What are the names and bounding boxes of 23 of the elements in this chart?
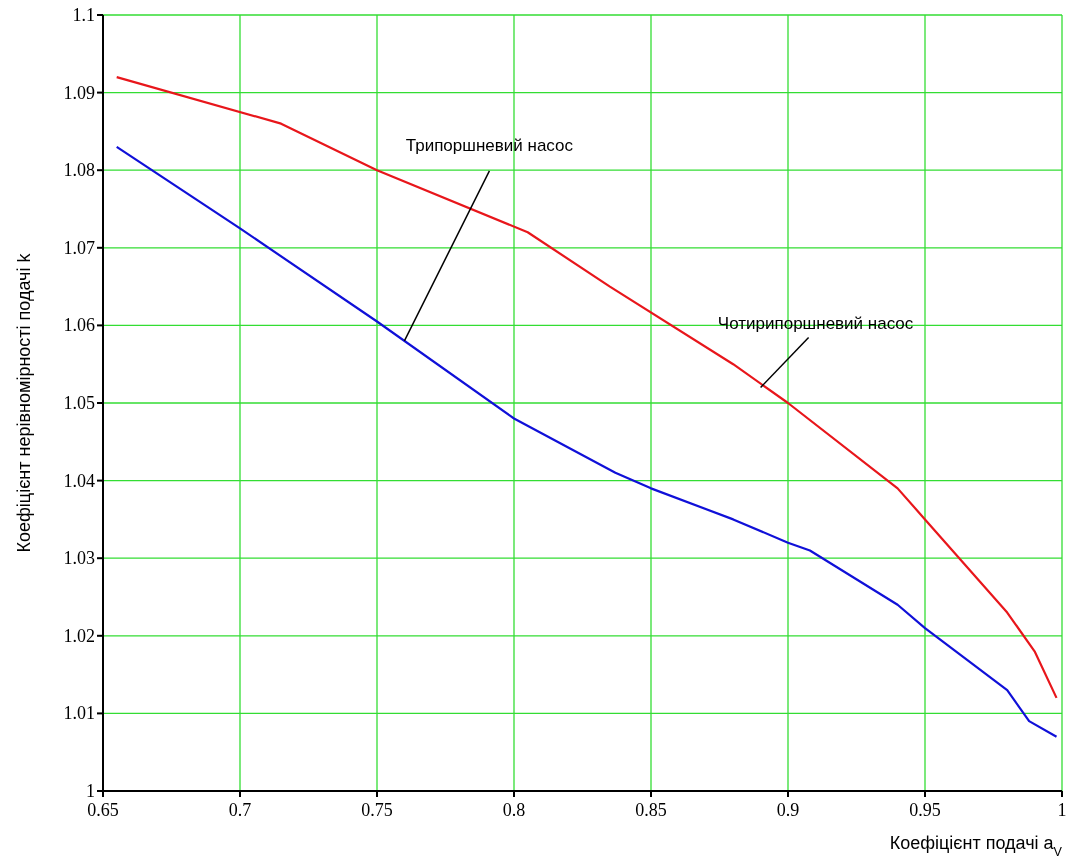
x-tick-label: 0.8	[502, 800, 526, 820]
y-tick-label: 1.08	[63, 160, 95, 181]
y-axis-title: Коефіцієнт нерівномірності подачі k	[14, 252, 34, 553]
y-tick-label: 1.09	[63, 82, 95, 103]
y-tick-label: 1.02	[63, 625, 95, 646]
y-tick-label: 1.01	[63, 703, 95, 724]
y-tick-label: 1.05	[63, 393, 95, 413]
x-axis-title: Коефіцієнт подачі a$_{V}$	[889, 833, 1063, 859]
y-tick-label: 1.04	[63, 470, 95, 491]
y-tick-label: 1.06	[63, 315, 95, 336]
x-tick-label: 0.75	[361, 800, 393, 820]
y-tick-label: 1.03	[63, 548, 95, 569]
y-tick-label: 1.1	[72, 5, 95, 25]
x-tick-label: 0.95	[909, 800, 941, 820]
x-tick-label: 1	[1057, 800, 1067, 820]
x-tick-label: 0.65	[87, 800, 119, 820]
annotation: Трипоршневий насос	[405, 135, 574, 155]
y-tick-label: 1	[86, 781, 95, 801]
line-series	[115, 75, 1058, 699]
x-tick-label: 0.85	[635, 800, 667, 820]
y-tick-label: 1.07	[63, 237, 95, 258]
x-tick-label: 0.9	[776, 800, 800, 820]
x-tick-label: 0.7	[228, 800, 252, 820]
